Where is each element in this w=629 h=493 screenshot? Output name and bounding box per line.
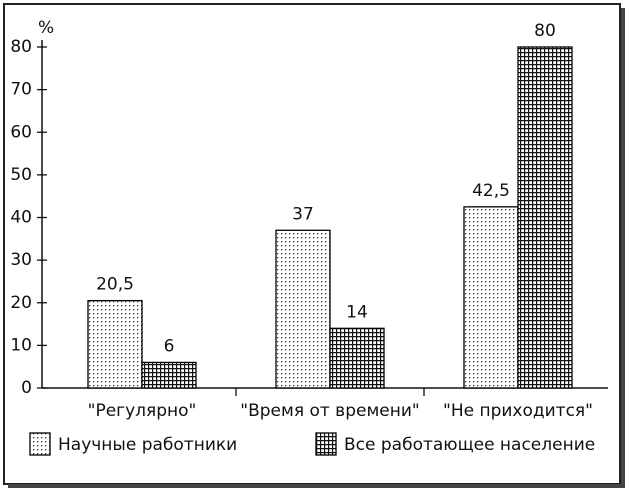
y-tick-label: 40 [10, 208, 32, 228]
value-label: 42,5 [472, 181, 510, 201]
y-tick-label: 70 [10, 80, 32, 100]
legend-swatch [29, 432, 51, 456]
legend-swatch [315, 432, 337, 456]
x-tick-label: "Не приходится" [443, 401, 593, 421]
bar [463, 206, 519, 389]
bar [275, 229, 331, 389]
value-label: 14 [346, 302, 368, 322]
bar [141, 361, 197, 389]
x-tick-label: "Регулярно" [88, 401, 197, 421]
y-axis-label: % [38, 18, 54, 38]
y-tick-label: 30 [10, 250, 32, 270]
y-tick-label: 80 [10, 37, 32, 57]
legend-label: Научные работники [58, 435, 237, 455]
legend-label: Все работающее население [344, 435, 595, 455]
y-tick-label: 20 [10, 293, 32, 313]
y-tick-label: 0 [21, 378, 32, 398]
value-label: 6 [164, 336, 175, 356]
bar [329, 327, 385, 389]
y-tick-label: 10 [10, 335, 32, 355]
value-label: 80 [534, 21, 556, 41]
y-tick-label: 50 [10, 165, 32, 185]
bar [87, 299, 143, 389]
y-tick-label: 60 [10, 122, 32, 142]
x-tick-label: "Время от времени" [240, 401, 419, 421]
bar [517, 46, 573, 389]
value-label: 20,5 [96, 275, 134, 295]
value-label: 37 [292, 204, 314, 224]
frame-shadow [8, 8, 625, 488]
